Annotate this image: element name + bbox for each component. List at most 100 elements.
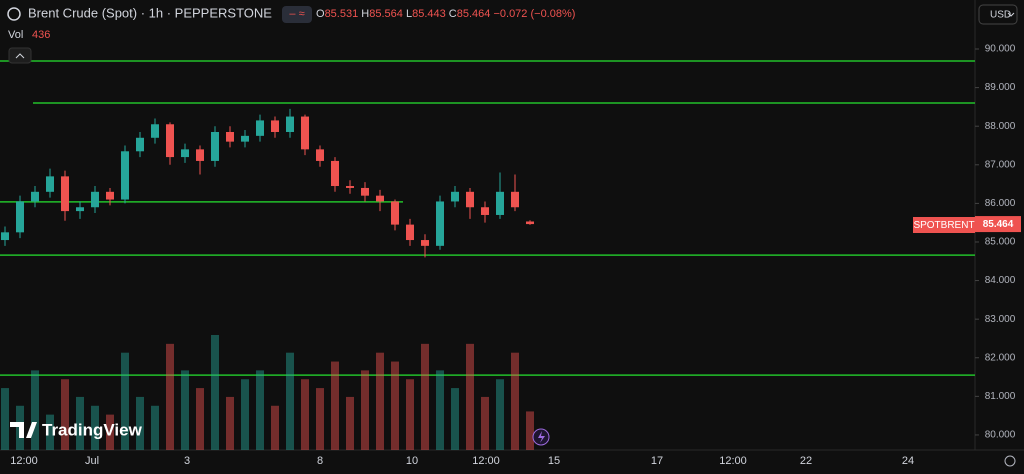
volume-bar	[91, 405, 99, 450]
volume-bar	[76, 396, 84, 450]
ohlc-letter: L	[406, 8, 412, 20]
settings-icon[interactable]	[1004, 455, 1016, 467]
volume-bar	[31, 370, 39, 450]
symbol-tag-bg	[913, 217, 975, 233]
volume-bar	[481, 396, 489, 450]
volume-bar	[256, 370, 264, 450]
candle-body	[181, 149, 189, 158]
brand-logo	[10, 422, 37, 438]
volume-bar	[361, 370, 369, 450]
x-tick-label: 15	[548, 455, 560, 467]
volume-label: Vol	[8, 29, 23, 41]
volume-bar	[346, 396, 354, 450]
volume-bar	[421, 343, 429, 450]
symbol-icon[interactable]	[7, 7, 21, 21]
candle-body	[226, 131, 234, 142]
candle-body	[211, 131, 219, 161]
volume-bar	[121, 352, 129, 450]
volume-bar	[406, 379, 414, 450]
y-tick-label: 82.000	[985, 352, 1016, 363]
candle-body	[136, 137, 144, 152]
candle-body	[481, 207, 489, 215]
candle-body	[301, 116, 309, 150]
candle-body	[1, 232, 9, 241]
candle-body	[496, 191, 504, 215]
candle-body	[76, 207, 84, 212]
volume-bar	[181, 370, 189, 450]
ohlc-value: 85.464	[457, 8, 491, 20]
volume-bar	[211, 335, 219, 450]
price-tag: 85.464	[983, 219, 1014, 230]
volume-bar	[106, 414, 114, 450]
volume-bar	[316, 388, 324, 450]
x-tick-label: Jul	[85, 455, 99, 467]
volume-bar	[271, 405, 279, 450]
y-tick-label: 81.000	[985, 391, 1016, 402]
candle-body	[31, 191, 39, 202]
candle-body	[91, 191, 99, 208]
ohlc-readout: O85.531 H85.564 L85.443 C85.464 −0.072 (…	[316, 8, 575, 20]
volume-bar	[496, 379, 504, 450]
volume-bar	[301, 379, 309, 450]
candle-body	[526, 221, 534, 225]
volume-bar	[286, 352, 294, 450]
x-tick-label: 8	[317, 455, 323, 467]
volume-bar	[376, 352, 384, 450]
brand: TradingView	[42, 420, 143, 439]
candle-body	[391, 201, 399, 225]
volume-bar	[451, 388, 459, 450]
ohlc-letter: C	[449, 8, 457, 20]
y-tick-label: 85.000	[985, 237, 1016, 248]
x-tick-label: 3	[184, 455, 190, 467]
collapse-icon	[15, 53, 25, 59]
volume-bar	[136, 396, 144, 450]
currency-caret	[1007, 12, 1015, 17]
symbol-tag: SPOTBRENT	[913, 220, 974, 231]
x-tick-label: 12:00	[10, 455, 38, 467]
candle-body	[511, 191, 519, 208]
flag-button[interactable]	[282, 6, 312, 23]
volume-bar	[511, 352, 519, 450]
volume-bar	[226, 396, 234, 450]
y-tick-label: 90.000	[985, 44, 1016, 55]
y-tick-label: 83.000	[985, 314, 1016, 325]
price-tag-bg	[975, 216, 1021, 233]
candle-body	[166, 124, 174, 158]
volume-bar	[391, 361, 399, 450]
candle-body	[466, 191, 474, 208]
volume-bar	[196, 388, 204, 450]
replay-bolt	[538, 431, 545, 443]
volume-bar	[526, 411, 534, 450]
x-tick-label: 24	[902, 455, 914, 467]
candle-body	[316, 149, 324, 161]
candle-body	[46, 176, 54, 192]
volume-bar	[331, 361, 339, 450]
y-tick-label: 80.000	[985, 430, 1016, 441]
y-tick-label: 84.000	[985, 275, 1016, 286]
candle-body	[361, 187, 369, 196]
candle-body	[346, 186, 354, 188]
candle-body	[406, 224, 414, 241]
y-tick-label: 88.000	[985, 121, 1016, 132]
candle-body	[376, 195, 384, 202]
x-tick-label: 17	[651, 455, 663, 467]
currency: USD	[990, 10, 1011, 21]
volume-value: 436	[32, 29, 50, 41]
candle-body	[271, 120, 279, 132]
candle-body	[151, 124, 159, 138]
candle-body	[61, 176, 69, 212]
candle-body	[451, 191, 459, 202]
volume-bar	[46, 414, 54, 450]
ohlc-value: 85.443	[412, 8, 446, 20]
y-tick-label: 87.000	[985, 159, 1016, 170]
candle-body	[121, 151, 129, 200]
x-tick-label: 10	[406, 455, 418, 467]
x-tick-label: 12:00	[719, 455, 747, 467]
candle-body	[241, 135, 249, 142]
candle-body	[331, 160, 339, 187]
currency-button[interactable]	[978, 4, 1018, 25]
volume-bar	[436, 370, 444, 450]
collapse-button[interactable]	[8, 47, 32, 64]
volume-bar	[466, 343, 474, 450]
